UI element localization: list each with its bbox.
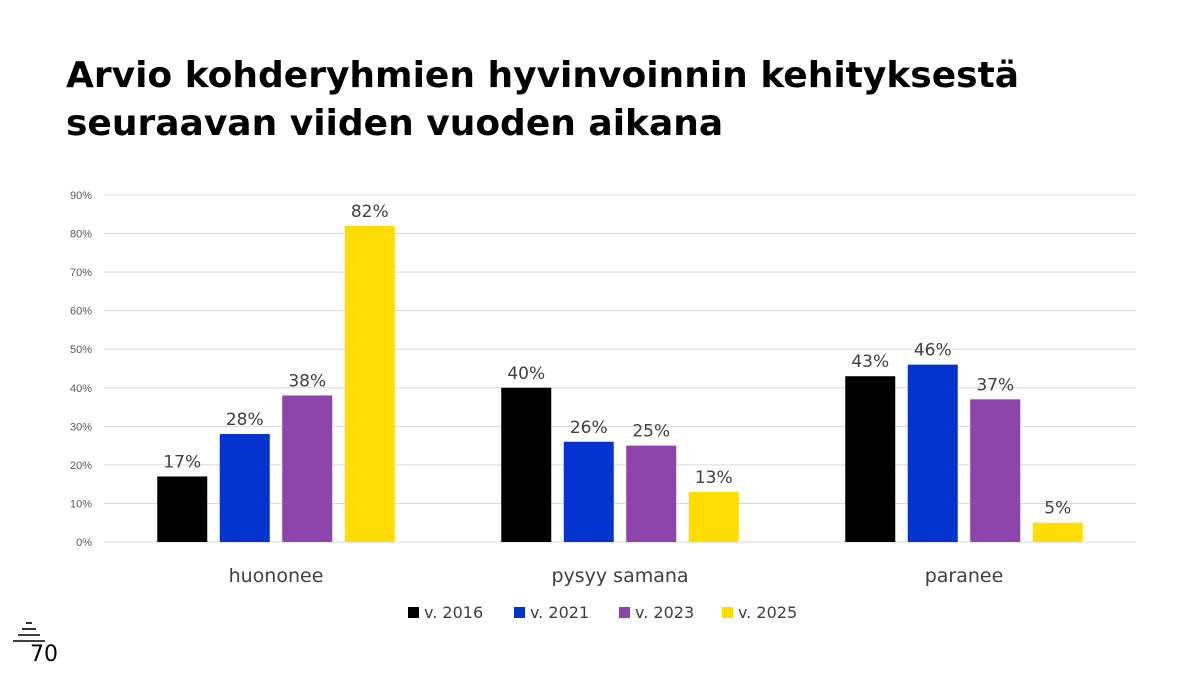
bar — [845, 376, 896, 542]
bar — [501, 387, 552, 542]
data-label: 37% — [976, 375, 1014, 395]
legend-label: v. 2016 — [424, 603, 483, 622]
legend-swatch — [514, 607, 525, 618]
bar — [282, 395, 333, 542]
bar — [563, 441, 614, 542]
data-label: 26% — [570, 418, 608, 438]
gridlines — [104, 194, 1136, 543]
y-tick-label: 90% — [70, 190, 92, 202]
y-tick-label: 40% — [70, 383, 92, 395]
bar — [626, 445, 677, 542]
x-axis-categories: huononee pysyy samana paranee — [229, 565, 1004, 587]
legend: v. 2016 v. 2021 v. 2023 v. 2025 — [408, 603, 797, 622]
y-tick-label: 0% — [76, 537, 92, 549]
y-tick-label: 20% — [70, 460, 92, 472]
slide-title: Arvio kohderyhmien hyvinvoinnin kehityks… — [66, 52, 1166, 148]
data-label: 82% — [351, 202, 389, 222]
organization-logo-icon: 70 — [13, 622, 58, 666]
bar — [344, 225, 395, 542]
data-label: 28% — [226, 410, 264, 430]
legend-swatch — [619, 607, 630, 618]
data-label: 40% — [507, 364, 545, 384]
data-label: 13% — [695, 468, 733, 488]
data-label: 46% — [914, 341, 952, 361]
category-label: pysyy samana — [551, 565, 688, 587]
data-label: 38% — [288, 371, 326, 391]
y-axis-ticks: 0% 10% 20% 30% 40% 50% 60% 70% 80% 90% — [70, 190, 92, 549]
slide-title-line-1: Arvio kohderyhmien hyvinvoinnin kehityks… — [66, 55, 1020, 96]
category-label: paranee — [925, 565, 1004, 587]
bar — [1032, 522, 1083, 542]
legend-swatch — [722, 607, 733, 618]
legend-label: v. 2025 — [738, 603, 797, 622]
legend-label: v. 2023 — [635, 603, 694, 622]
y-tick-label: 50% — [70, 344, 92, 356]
y-tick-label: 60% — [70, 306, 92, 318]
data-label: 17% — [163, 452, 201, 472]
data-label: 5% — [1044, 499, 1071, 519]
legend-swatch — [408, 607, 419, 618]
data-label: 25% — [632, 422, 670, 442]
data-labels: 17% 28% 38% 82% 40% 26% 25% 13% 43% 46% 37% 5% — [163, 202, 1071, 519]
y-tick-label: 30% — [70, 421, 92, 433]
bar — [907, 364, 958, 542]
y-tick-label: 80% — [70, 229, 92, 241]
data-label: 43% — [851, 352, 889, 372]
y-tick-label: 10% — [70, 498, 92, 510]
y-tick-label: 70% — [70, 267, 92, 279]
bar — [688, 491, 739, 542]
bars — [157, 225, 1083, 542]
bar — [970, 399, 1021, 542]
category-label: huononee — [229, 565, 324, 587]
bar — [219, 434, 270, 542]
logo-number: 70 — [30, 642, 58, 666]
bar — [157, 476, 208, 542]
slide-title-line-2: seuraavan viiden vuoden aikana — [66, 103, 724, 144]
legend-label: v. 2021 — [530, 603, 589, 622]
